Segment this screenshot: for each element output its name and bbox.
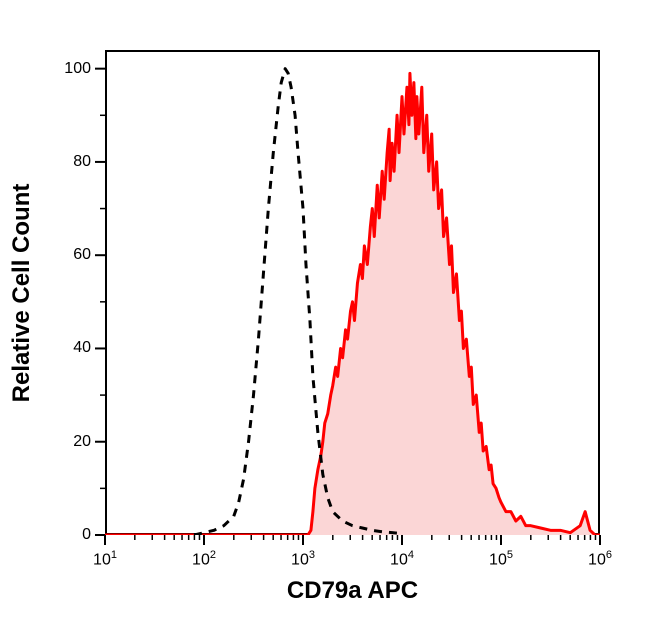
y-tick-label: 80: [73, 153, 91, 171]
y-tick-label: 20: [73, 433, 91, 451]
x-tick-label: 105: [489, 549, 513, 569]
x-tick-label: 102: [192, 549, 216, 569]
x-tick-label: 103: [291, 549, 315, 569]
plot-area: [105, 50, 600, 535]
y-tick-label: 60: [73, 246, 91, 264]
y-tick-label: 40: [73, 339, 91, 357]
y-tick-label: 0: [82, 526, 91, 544]
x-tick-label: 104: [390, 549, 414, 569]
x-tick-label: 106: [588, 549, 612, 569]
y-tick-label: 100: [64, 60, 91, 78]
y-axis-label: Relative Cell Count: [8, 183, 36, 402]
x-tick-label: 101: [93, 549, 117, 569]
x-axis-label: CD79a APC: [287, 577, 418, 605]
flow-cytometry-histogram: Relative Cell Count CD79a APC 0 20 40 60 80 1…: [0, 0, 646, 641]
